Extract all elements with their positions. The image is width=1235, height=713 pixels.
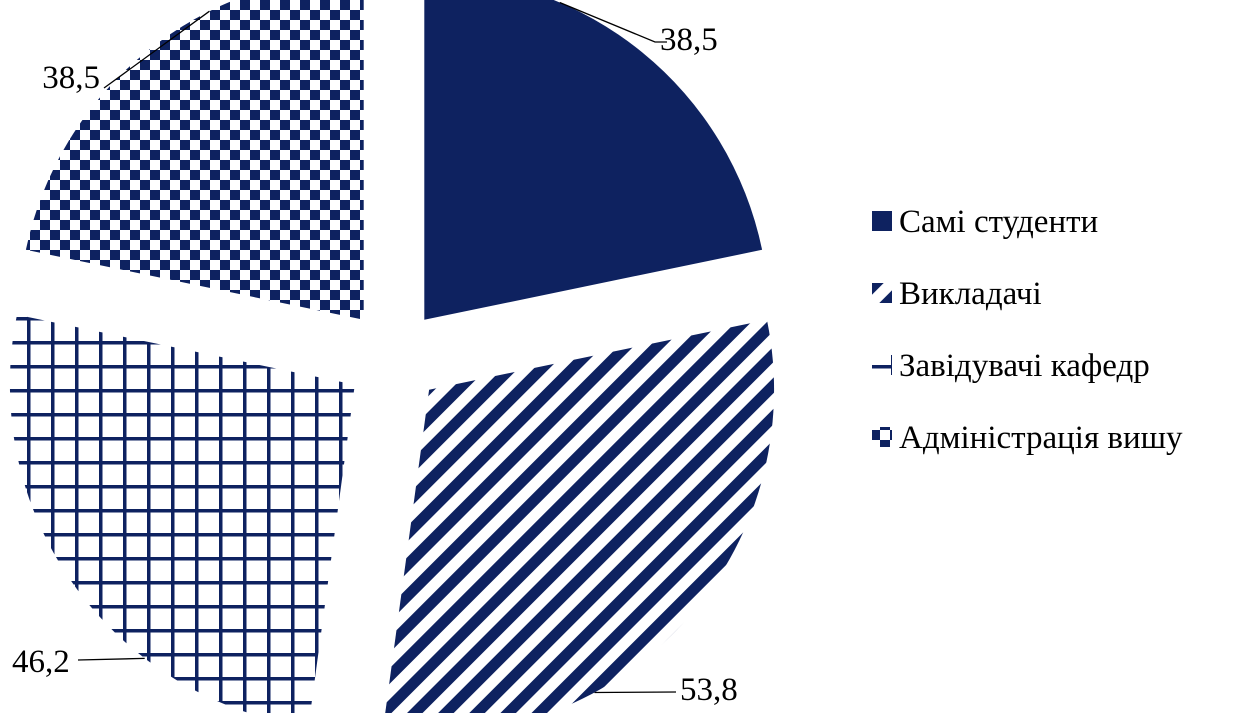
data-label-4: 38,5 — [42, 60, 100, 96]
legend-label-3: Завідувачі кафедр — [899, 348, 1150, 384]
legend: Самі студенти Викладачі Завідувачі кафедр А… — [872, 204, 1183, 456]
legend-swatch-1 — [872, 211, 892, 231]
legend-label-2: Викладачі — [899, 276, 1042, 312]
legend-swatch-4 — [872, 427, 892, 447]
data-label-3: 46,2 — [12, 644, 70, 680]
pie-slice-2 — [385, 319, 775, 713]
pie-slice-4 — [25, 0, 364, 320]
data-label-1: 38,5 — [660, 22, 718, 58]
data-labels: 38,5 53,8 46,2 38,5 — [12, 22, 738, 708]
pie-slices — [9, 0, 775, 713]
pie-slice-1 — [424, 0, 763, 320]
legend-label-1: Самі студенти — [899, 204, 1098, 240]
legend-swatch-2 — [872, 283, 892, 303]
legend-label-4: Адміністрація вишу — [899, 420, 1183, 456]
leader-line-3 — [77, 657, 145, 661]
pie-slice-3 — [9, 314, 355, 713]
leader-line-1 — [559, 1, 667, 43]
leader-lines — [77, 1, 677, 694]
leader-line-4 — [103, 10, 210, 89]
leader-line-2 — [594, 691, 677, 694]
data-label-2: 53,8 — [680, 672, 738, 708]
legend-swatch-3 — [872, 355, 892, 375]
